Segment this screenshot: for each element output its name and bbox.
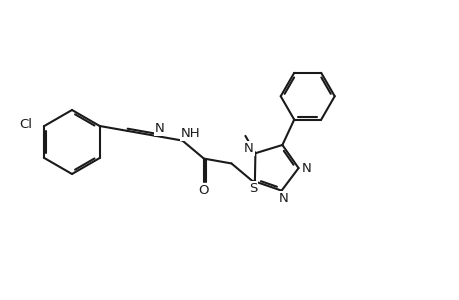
Text: Cl: Cl (19, 118, 32, 130)
Text: N: N (301, 162, 311, 175)
Text: N: N (279, 192, 288, 205)
Text: NH: NH (180, 127, 200, 140)
Text: O: O (198, 184, 209, 197)
Text: S: S (248, 182, 257, 195)
Text: N: N (244, 142, 253, 155)
Text: N: N (155, 122, 164, 135)
